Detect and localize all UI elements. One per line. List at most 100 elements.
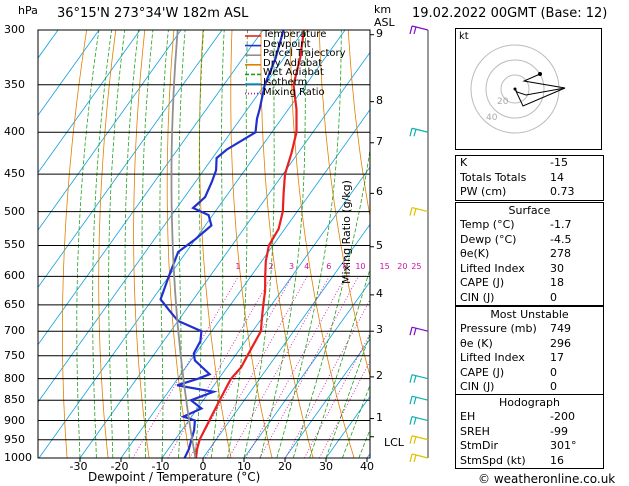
temp-tick-label: 30 [319,460,333,473]
asl-unit-label: ASL [374,16,395,29]
most-unstable-row: Pressure (mb) 749 [460,322,571,335]
isotherm-line [38,30,305,403]
surface-row: CAPE (J) 18 [460,276,564,289]
isotherm-line [243,281,370,458]
wind-barb [409,207,429,216]
isotherm-line [284,338,370,458]
mixing-ratio-label: 25 [411,262,422,272]
isotherm-line [38,30,264,346]
legend-item-label: Dewpoint [263,38,311,50]
mixing-ratio-line [318,360,370,458]
parcel-trajectory [170,30,197,458]
km-tick-label: 8 [376,93,383,107]
km-tick-label: 1 [376,410,383,424]
wet-adiabat-line [243,30,275,458]
mixing-ratio-line [304,332,370,458]
dry-adiabat-line [133,30,150,458]
wet-adiabat-line [227,30,248,458]
legend-item-label: Temperature [263,29,327,40]
mixing-ratio-line [285,299,370,458]
wet-adiabat-line [194,30,204,458]
x-axis-label: Dewpoint / Temperature (°C) [88,470,261,484]
wet-adiabat-line [178,30,186,458]
hodograph-row: StmSpd (kt) 16 [460,453,564,467]
dry-adiabat-line [62,30,88,458]
mixing-ratio-label: 3 [289,262,295,272]
pressure-tick-label: 600 [4,269,25,283]
mixing-ratio-label: 2 [268,262,274,272]
wind-barb [409,415,429,425]
temp-tick-label: 20 [278,460,292,473]
isotherm-line [161,166,370,458]
isotherm-line [120,109,370,458]
isotherm-line [38,30,100,117]
hpa-unit-label: hPa [18,4,38,17]
pressure-tick-label: 900 [4,413,25,427]
hodo-ring-label-2: 40 [486,113,498,123]
pressure-tick-label: 500 [4,204,25,218]
wind-barb [409,395,429,405]
hodograph-row: StmDir 301° [460,439,577,452]
hodograph-title: Hodograph [499,396,560,409]
wind-barb [409,127,429,137]
mixing-ratio-label: 15 [379,262,390,272]
plot-frame [37,29,371,459]
km-tick-label: 9 [376,26,383,40]
surface-row: θe(K) 278 [460,247,571,260]
dry-adiabat-line [98,30,117,458]
mixing-ratio-line [167,276,272,458]
most-unstable-row: CAPE (J) 0 [460,365,557,379]
surface-table: Surface Temp (°C) -1.7 Dewp (°C) -4.5 θe(K… [455,202,604,306]
legend-item-label: Parcel Trajectory [263,48,346,60]
km-tick-label: 7 [376,134,383,148]
location-title: 36°15'N 273°34'W 182m ASL [57,6,249,21]
copyright-footer: © weatheronline.co.uk [478,472,616,486]
mixing-ratio-label: 4 [304,262,310,272]
mixing-ratio-label: 1 [235,262,241,272]
km-tick-label: 2 [376,368,383,382]
mixing-ratio-line [132,276,239,458]
mixing-ratio-label: 8 [342,262,348,272]
lcl-label: LCL [384,436,404,449]
most-unstable-table: Most Unstable Pressure (mb) 749 θe (K) 296… [455,306,604,396]
most-unstable-row: Lifted Index 17 [460,351,564,364]
dry-adiabat-line [610,30,629,458]
index-row-totals: Totals Totals 14 [460,170,564,184]
isotherm-line [79,51,370,458]
wind-barb [409,25,429,35]
indices-table: K -15 Totals Totals 14 PW (cm) 0.73 [455,155,604,201]
surface-row: Dewp (°C) -4.5 [460,232,572,246]
wet-adiabat-line [124,30,139,458]
temp-tick-label: -30 [69,460,88,473]
wind-barb [409,435,429,444]
mixing-ratio-label: 10 [355,262,366,272]
wet-adiabat-line [108,30,126,458]
wet-adiabat-line [76,30,100,458]
dry-adiabat-line [166,30,191,458]
hodo-center [513,87,517,91]
legend-item-label: Mixing Ratio [263,86,325,98]
legend-item-label: Isotherm [263,77,308,88]
most-unstable-title: Most Unstable [490,308,569,321]
km-tick-label: 3 [376,323,383,337]
legend-item-label: Wet Adiabat [263,67,324,79]
hodo-ring-2 [485,59,545,119]
temp-tick-label: -20 [110,460,129,473]
pressure-tick-label: 450 [4,167,25,181]
pressure-tick-label: 300 [4,23,25,36]
hodograph-row: EH -200 [460,410,575,423]
wind-barb [409,453,429,463]
mixing-ratio-label: 20 [397,262,408,272]
pressure-tick-label: 850 [4,393,25,407]
legend-item-label: Dry Adiabat [263,57,323,69]
pressure-tick-label: 650 [4,297,25,311]
most-unstable-row: θe (K) 296 [460,336,571,350]
pressure-tick-label: 550 [4,238,25,252]
surface-row: Lifted Index 30 [460,261,564,275]
hodograph: 20 40 kt [455,28,602,150]
wind-barb [409,326,429,336]
pressure-tick-label: 1000 [4,451,32,464]
km-tick-label: 5 [376,238,383,252]
hodo-ring-label-1: 20 [497,97,509,107]
